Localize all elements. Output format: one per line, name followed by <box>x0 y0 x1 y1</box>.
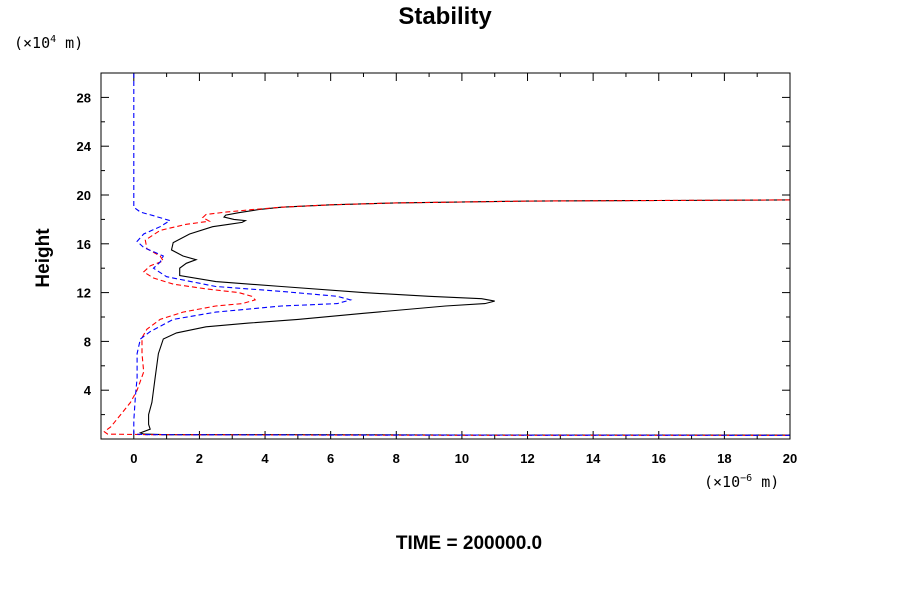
series-layer <box>103 73 790 436</box>
x-tick-label: 18 <box>717 451 731 466</box>
x-axis-unit: (×10−6 m) <box>704 473 779 491</box>
x-tick-label: 2 <box>196 451 203 466</box>
y-tick-label: 16 <box>77 237 91 252</box>
x-unit-prefix: (×10 <box>704 473 740 491</box>
chart-title: Stability <box>398 3 492 30</box>
y-unit-suffix: m) <box>56 34 83 52</box>
y-unit-prefix: (×10 <box>14 34 50 52</box>
y-tick-label: 28 <box>77 90 91 105</box>
series-line-blue-dashed <box>133 73 790 436</box>
x-tick-label: 16 <box>652 451 666 466</box>
plot-frame <box>100 72 791 440</box>
x-tick-label: 10 <box>455 451 469 466</box>
x-tick-label: 8 <box>393 451 400 466</box>
x-unit-suffix: m) <box>752 473 779 491</box>
x-tick-label: 0 <box>130 451 137 466</box>
x-tick-label: 4 <box>261 451 269 466</box>
y-axis-unit: (×104 m) <box>14 34 83 52</box>
x-tick-label: 12 <box>520 451 534 466</box>
x-unit-exponent: −6 <box>740 473 752 484</box>
axis-ticks <box>100 72 791 439</box>
y-unit-exponent: 4 <box>50 34 56 45</box>
y-tick-label: 4 <box>84 383 92 398</box>
y-axis-label: Height <box>33 228 54 288</box>
y-tick-label: 12 <box>77 286 91 301</box>
series-line-black-solid <box>138 199 790 436</box>
y-tick-label: 24 <box>77 139 92 154</box>
x-tick-label: 6 <box>327 451 334 466</box>
y-tick-label: 20 <box>77 188 91 203</box>
series-line-red-dashed <box>103 199 790 436</box>
x-tick-label: 14 <box>586 451 601 466</box>
x-tick-label: 20 <box>783 451 797 466</box>
time-footer: TIME = 200000.0 <box>396 533 542 554</box>
y-tick-label: 8 <box>84 334 91 349</box>
